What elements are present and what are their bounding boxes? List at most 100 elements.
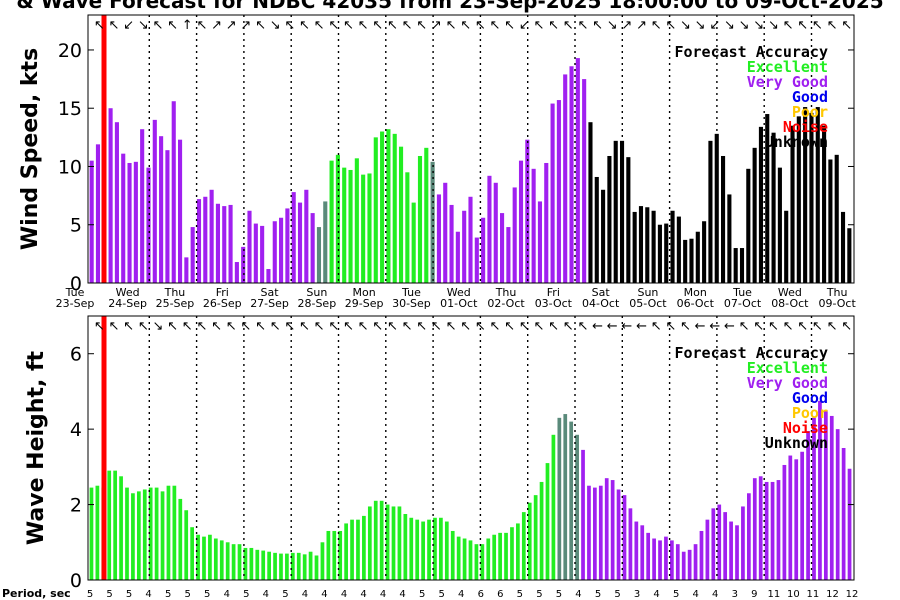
period-value: 5 <box>185 589 191 600</box>
wave-bar <box>267 551 271 580</box>
wave-bar <box>367 506 372 580</box>
wave-bar <box>208 534 212 580</box>
wave-bar <box>610 480 615 580</box>
day-label-date: 07-Oct <box>724 297 762 310</box>
wave-bar <box>332 530 337 580</box>
wind-direction-arrow: ↖ <box>490 18 501 33</box>
wave-bar <box>569 421 574 580</box>
wind-bar <box>474 237 479 283</box>
wind-bar <box>544 162 549 283</box>
wind-bar <box>689 238 694 283</box>
wind-direction-arrow: ↖ <box>387 18 398 33</box>
day-label-dow: Sat <box>261 286 280 299</box>
wave-bar <box>125 487 129 580</box>
wave-legend-item: Poor <box>792 404 828 422</box>
wave-direction-arrow: ↖ <box>328 319 339 334</box>
wave-direction-arrow: ↖ <box>94 319 105 334</box>
wave-bar <box>468 540 473 580</box>
wave-direction-arrow: ↖ <box>812 319 823 334</box>
wind-legend-item: Noise <box>783 118 828 136</box>
wind-bar <box>727 194 732 283</box>
wind-bar <box>487 175 492 283</box>
wind-bar <box>752 147 757 283</box>
wave-direction-arrow: ↖ <box>680 319 691 334</box>
wind-direction-arrow: ↖ <box>533 18 544 33</box>
day-label-date: 30-Sep <box>392 297 431 310</box>
wind-bar <box>683 239 688 283</box>
wind-bar <box>594 176 599 283</box>
wave-bar <box>670 540 674 580</box>
wind-direction-arrow: ↖ <box>372 18 383 33</box>
day-label-dow: Wed <box>778 286 802 299</box>
wind-bar <box>443 182 448 283</box>
wind-bar <box>247 210 252 283</box>
wind-ytick-label: 20 <box>58 40 82 62</box>
wind-ylabel: Wind Speed, kts <box>18 48 43 250</box>
period-value: 11 <box>807 589 820 600</box>
wind-direction-arrow: ↘ <box>739 18 750 33</box>
wave-direction-arrow: ↖ <box>284 319 295 334</box>
wind-bar <box>784 210 789 283</box>
wave-ytick-label: 0 <box>70 570 82 592</box>
wave-bar <box>136 491 141 580</box>
wind-bar <box>405 172 410 283</box>
wave-direction-arrow: ↖ <box>240 319 251 334</box>
wave-direction-arrow: ↖ <box>299 319 310 334</box>
wave-bar <box>752 478 757 580</box>
wave-direction-arrow: ↖ <box>797 319 808 334</box>
wind-bar <box>518 160 524 283</box>
wind-bar <box>525 139 530 283</box>
wave-direction-arrow: ← <box>695 319 706 334</box>
wave-direction-arrow: ← <box>709 319 720 334</box>
wind-bar <box>114 122 119 283</box>
wind-bar <box>626 157 631 283</box>
wave-bar <box>504 532 508 580</box>
wind-bar <box>108 108 113 283</box>
wave-bar <box>148 487 153 580</box>
wind-bar <box>721 155 726 283</box>
wave-bar <box>593 487 597 580</box>
day-label-date: 23-Sep <box>56 297 95 310</box>
wind-direction-arrow: ↖ <box>284 18 295 33</box>
wave-bar <box>403 514 408 580</box>
period-value: 4 <box>458 589 464 600</box>
wind-ytick-label: 10 <box>58 156 82 178</box>
wind-bar <box>834 154 839 283</box>
wave-direction-arrow: ↖ <box>402 319 413 334</box>
day-label-dow: Wed <box>116 286 140 299</box>
wave-bar <box>835 429 840 580</box>
wave-bar <box>338 530 343 580</box>
wave-bar <box>113 470 118 580</box>
wind-bar <box>260 225 265 283</box>
wind-bar <box>556 100 561 283</box>
wind-direction-arrow: ↖ <box>563 18 574 33</box>
wind-bar <box>506 227 511 283</box>
wind-bar <box>582 79 587 283</box>
wind-direction-arrow: ↘ <box>680 18 691 33</box>
wave-ytick-label: 2 <box>70 495 82 517</box>
period-value: 12 <box>826 589 839 600</box>
wave-bar <box>172 485 177 580</box>
wave-bar <box>616 489 621 580</box>
wave-direction-arrow: ↖ <box>533 319 544 334</box>
wind-direction-arrow: ↙ <box>519 18 530 33</box>
period-value: 5 <box>517 589 523 600</box>
wave-bar <box>717 504 722 580</box>
period-value: 5 <box>673 589 679 600</box>
wave-bar <box>829 415 834 580</box>
wave-bar <box>302 554 307 580</box>
wind-bar <box>815 107 820 283</box>
wave-direction-arrow: ↖ <box>255 319 266 334</box>
wave-direction-arrow: ↖ <box>753 319 764 334</box>
wind-direction-arrow: ↘ <box>724 18 735 33</box>
wave-bar <box>219 540 224 580</box>
wave-bar <box>261 550 266 580</box>
wave-bar <box>521 512 526 580</box>
wind-direction-arrow: ↖ <box>783 18 794 33</box>
wave-bar <box>812 417 816 580</box>
wave-bar <box>818 400 822 580</box>
wind-bar <box>165 150 170 283</box>
wave-legend-item: Noise <box>783 419 828 437</box>
wave-direction-arrow: ↖ <box>475 319 486 334</box>
chart-title: & Wave Forecast for NDBC 42035 from 23-S… <box>16 0 883 13</box>
